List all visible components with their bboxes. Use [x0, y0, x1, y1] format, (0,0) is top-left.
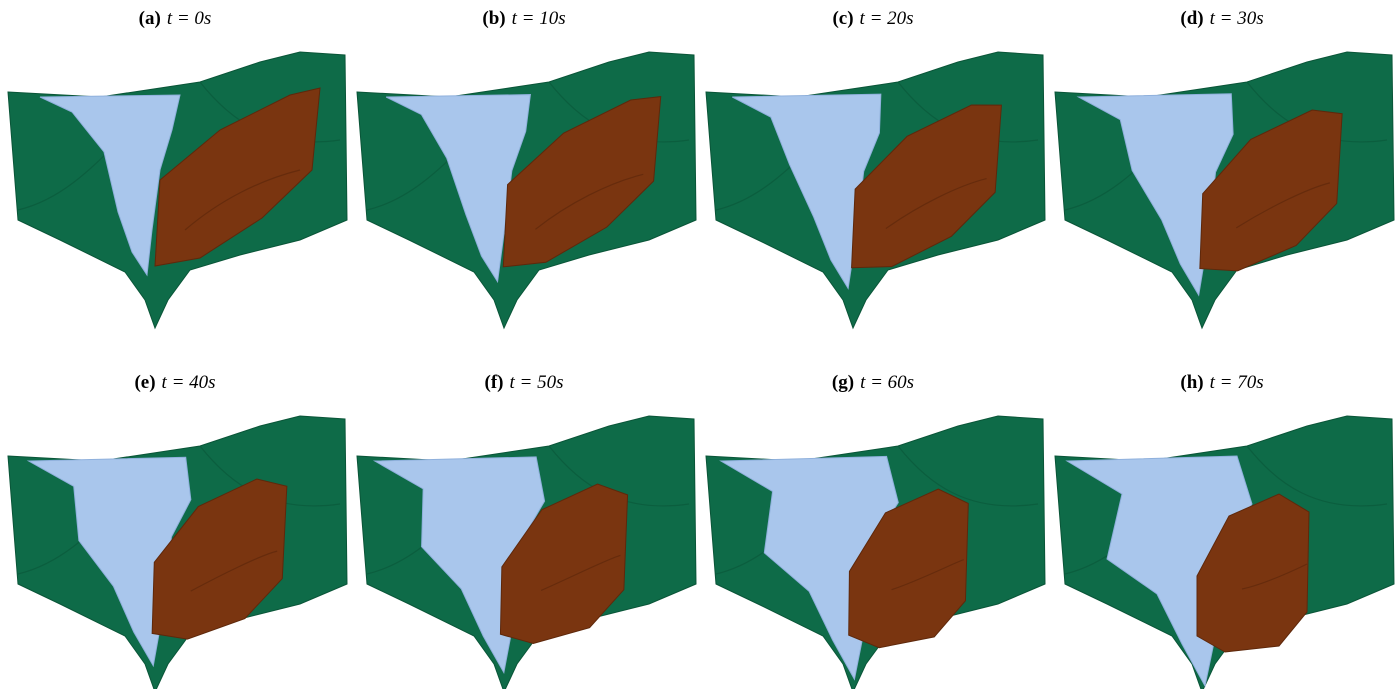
- panel-caption: (g) t = 60s: [832, 372, 914, 393]
- panel-label: (a): [139, 8, 161, 29]
- panel-caption: (c) t = 20s: [832, 8, 913, 29]
- panel: (e) t = 40s: [8, 372, 347, 689]
- panel-label: (b): [482, 8, 505, 29]
- panel: (g) t = 60s: [706, 372, 1045, 689]
- panel-time: t = 0s: [167, 8, 212, 29]
- panel-time: t = 50s: [509, 372, 563, 393]
- panel-time: t = 60s: [860, 372, 914, 393]
- panel: (a) t = 0s: [8, 8, 347, 328]
- panel-caption: (f) t = 50s: [485, 372, 564, 393]
- panel-label: (e): [134, 372, 155, 393]
- panel-label: (c): [832, 8, 853, 29]
- panel-caption: (a) t = 0s: [139, 8, 212, 29]
- page: (a)t = 0s(b)t = 10s(c)t = 20s(d)t = 30s(…: [0, 0, 1400, 689]
- panel-time: t = 30s: [1210, 8, 1264, 29]
- figure: (a)t = 0s(b)t = 10s(c)t = 20s(d)t = 30s(…: [0, 0, 1400, 689]
- panel-label: (f): [485, 372, 504, 393]
- panel-time: t = 70s: [1210, 372, 1264, 393]
- panel-caption: (h) t = 70s: [1180, 372, 1263, 393]
- panel-time: t = 10s: [512, 8, 566, 29]
- panel: (h) t = 70s: [1055, 372, 1394, 689]
- panel: (b) t = 10s: [357, 8, 696, 328]
- panel-caption: (e) t = 40s: [134, 372, 215, 393]
- panel-caption: (d) t = 30s: [1180, 8, 1263, 29]
- panel: (f) t = 50s: [357, 372, 696, 689]
- panel-caption: (b) t = 10s: [482, 8, 565, 29]
- panel: (d) t = 30s: [1055, 8, 1394, 328]
- panel: (c) t = 20s: [706, 8, 1045, 328]
- panel-time: t = 20s: [860, 8, 914, 29]
- panel-label: (h): [1180, 372, 1203, 393]
- panel-label: (g): [832, 372, 854, 393]
- panel-time: t = 40s: [162, 372, 216, 393]
- panel-label: (d): [1180, 8, 1203, 29]
